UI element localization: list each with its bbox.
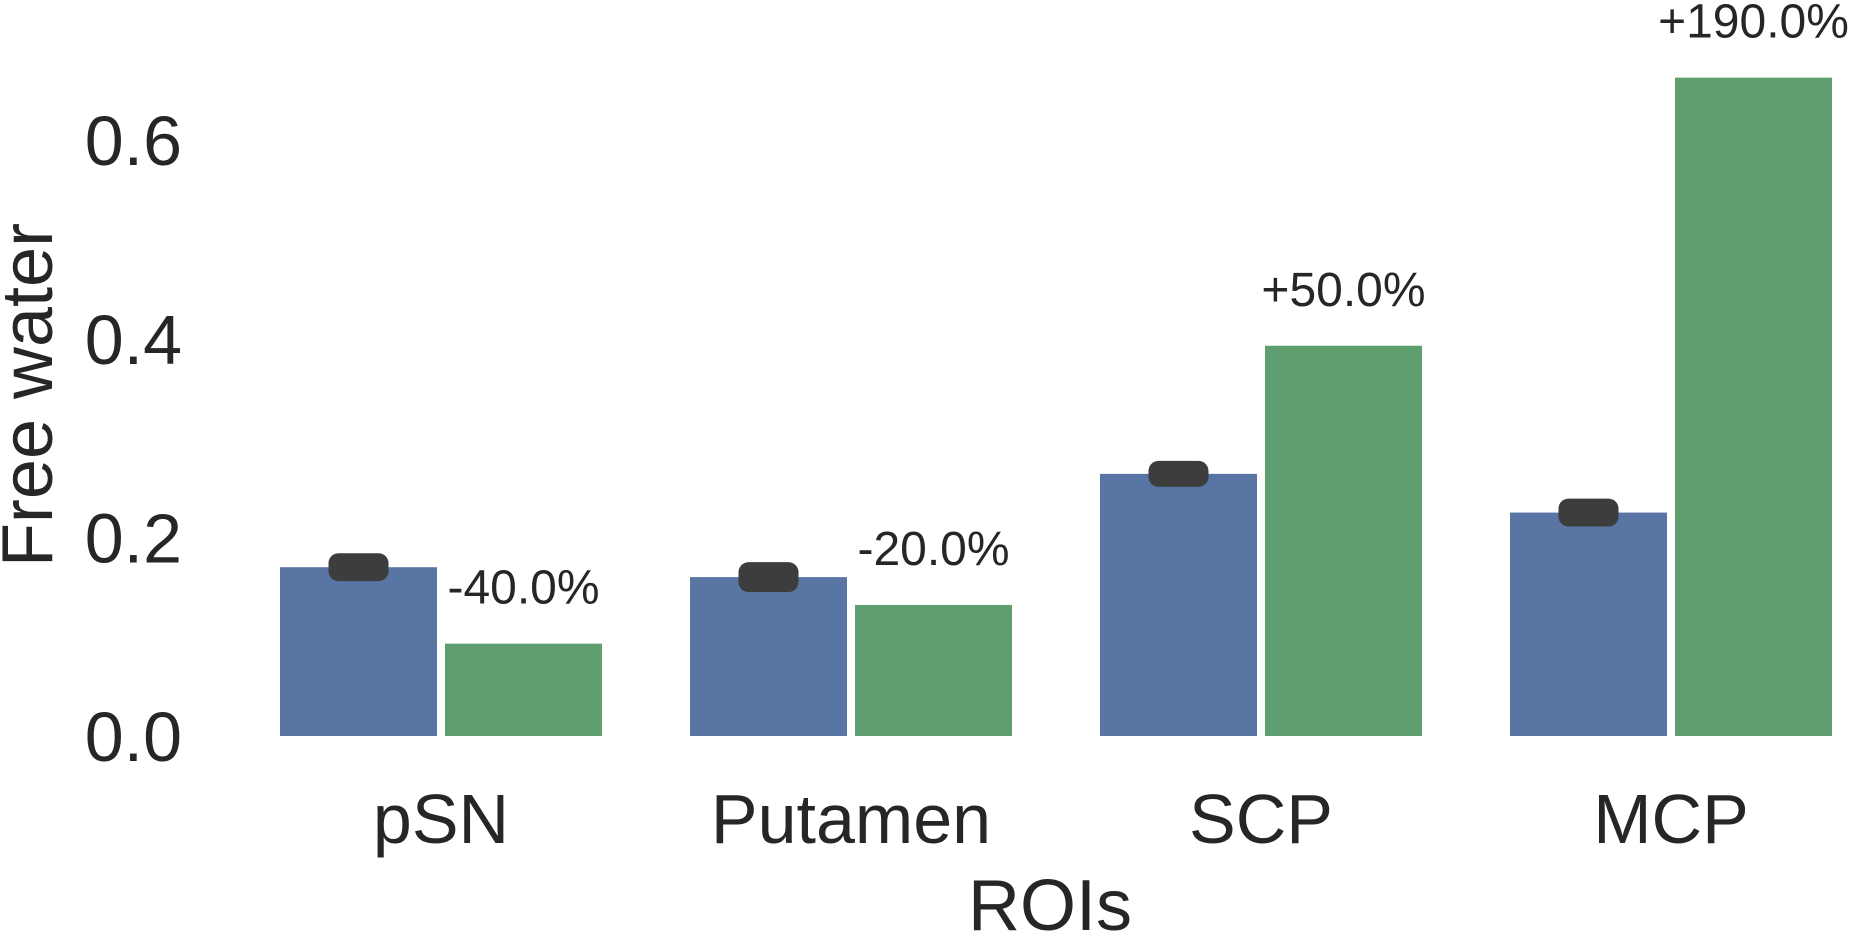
bar-mcp-series-1 — [1510, 512, 1667, 736]
percent-annotations: -40.0% -20.0% +50.0% +190.0% — [447, 0, 1848, 615]
percent-annotation: -40.0% — [447, 562, 599, 615]
bar-mcp-series-2 — [1675, 77, 1832, 737]
y-axis-title: Free water — [0, 223, 68, 567]
bar-scp-series-1 — [1100, 473, 1257, 736]
x-tick-label: pSN — [373, 780, 509, 858]
error-bars — [328, 460, 1619, 593]
bar-scp-series-2 — [1265, 345, 1422, 736]
x-axis-title: ROIs — [968, 866, 1132, 938]
y-tick-label: 0.4 — [85, 301, 182, 379]
error-bar-mcp — [1558, 498, 1619, 527]
bar-psn-series-2 — [445, 643, 602, 736]
y-tick-label: 0.6 — [85, 102, 182, 180]
error-bar-scp — [1148, 460, 1209, 487]
x-tick-label: SCP — [1189, 780, 1333, 858]
x-tick-label: Putamen — [711, 780, 991, 858]
bar-putamen-series-1 — [690, 577, 847, 736]
percent-annotation: +50.0% — [1261, 264, 1425, 317]
bar-psn-series-1 — [280, 567, 437, 736]
x-axis-ticks: pSN Putamen SCP MCP — [373, 780, 1749, 858]
error-bar-putamen — [738, 562, 799, 593]
percent-annotation: +190.0% — [1658, 0, 1849, 49]
error-bar-psn — [328, 553, 389, 582]
bar-putamen-series-2 — [855, 604, 1012, 736]
bars — [280, 77, 1832, 737]
x-tick-label: MCP — [1593, 780, 1749, 858]
percent-annotation: -20.0% — [857, 523, 1009, 576]
y-axis-ticks: 0.0 0.2 0.4 0.6 — [85, 102, 182, 776]
y-tick-label: 0.2 — [85, 499, 182, 577]
y-tick-label: 0.0 — [85, 698, 182, 776]
